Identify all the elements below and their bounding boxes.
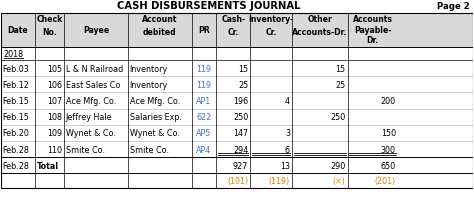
Text: Feb.12: Feb.12: [2, 80, 29, 89]
Text: 13: 13: [280, 161, 290, 170]
Text: Page 2: Page 2: [437, 2, 470, 11]
Text: Accounts: Accounts: [353, 15, 392, 24]
Text: 650: 650: [381, 161, 396, 170]
Text: AP1: AP1: [196, 97, 211, 105]
Text: (119): (119): [269, 177, 290, 185]
Text: Feb.20: Feb.20: [2, 129, 29, 138]
Text: 294: 294: [233, 145, 248, 154]
Text: Payable-: Payable-: [354, 26, 392, 35]
Text: 2018: 2018: [3, 50, 24, 59]
Text: 196: 196: [233, 97, 248, 105]
Text: 105: 105: [47, 64, 62, 73]
Text: (101): (101): [227, 177, 248, 185]
Text: Ace Mfg. Co.: Ace Mfg. Co.: [66, 97, 116, 105]
Text: 107: 107: [47, 97, 62, 105]
Text: 927: 927: [233, 161, 248, 170]
Text: 300: 300: [381, 145, 396, 154]
Text: Cr.: Cr.: [265, 28, 277, 37]
Text: 3: 3: [285, 129, 290, 138]
Text: 110: 110: [47, 145, 62, 154]
Text: Feb.03: Feb.03: [2, 64, 29, 73]
Text: Smite Co.: Smite Co.: [66, 145, 105, 154]
Text: Account: Account: [142, 15, 177, 24]
Text: Feb.15: Feb.15: [2, 97, 29, 105]
Text: Feb.15: Feb.15: [2, 113, 29, 122]
Bar: [0, 14, 474, 47]
Text: debited: debited: [143, 28, 176, 37]
Text: Inventory: Inventory: [130, 64, 168, 73]
Text: No.: No.: [42, 28, 57, 37]
Text: Jeffrey Hale: Jeffrey Hale: [66, 113, 112, 122]
Text: 147: 147: [233, 129, 248, 138]
Text: Total: Total: [36, 161, 59, 170]
Text: 15: 15: [238, 64, 248, 73]
Text: (201): (201): [374, 177, 396, 185]
Text: 109: 109: [47, 129, 62, 138]
Text: 15: 15: [336, 64, 346, 73]
Bar: [0, 14, 474, 188]
Text: (×): (×): [333, 177, 346, 185]
Text: 4: 4: [285, 97, 290, 105]
Text: East Sales Co: East Sales Co: [66, 80, 120, 89]
Text: Cr.: Cr.: [228, 28, 239, 37]
Text: 119: 119: [196, 64, 211, 73]
Text: 250: 250: [330, 113, 346, 122]
Text: 6: 6: [285, 145, 290, 154]
Text: Wynet & Co.: Wynet & Co.: [66, 129, 116, 138]
Text: Ace Mfg. Co.: Ace Mfg. Co.: [130, 97, 180, 105]
Text: 200: 200: [381, 97, 396, 105]
Text: 108: 108: [47, 113, 62, 122]
Text: Check: Check: [36, 15, 63, 24]
Text: Inventory: Inventory: [130, 80, 168, 89]
Text: Smite Co.: Smite Co.: [130, 145, 169, 154]
Text: AP4: AP4: [196, 145, 211, 154]
Text: AP5: AP5: [196, 129, 211, 138]
Text: Feb.28: Feb.28: [2, 145, 29, 154]
Text: 290: 290: [330, 161, 346, 170]
Text: CASH DISBURSEMENTS JOURNAL: CASH DISBURSEMENTS JOURNAL: [117, 1, 301, 11]
Text: 250: 250: [233, 113, 248, 122]
Text: Feb.28: Feb.28: [2, 161, 29, 170]
Text: 25: 25: [336, 80, 346, 89]
Text: Salaries Exp.: Salaries Exp.: [130, 113, 182, 122]
Text: 119: 119: [196, 80, 211, 89]
Text: 150: 150: [381, 129, 396, 138]
Text: Accounts-Dr.: Accounts-Dr.: [292, 28, 347, 37]
Text: Dr.: Dr.: [366, 36, 379, 45]
Text: L & N Railroad: L & N Railroad: [66, 64, 123, 73]
Text: 25: 25: [238, 80, 248, 89]
Text: PR: PR: [198, 26, 210, 35]
Text: Inventory-: Inventory-: [248, 15, 294, 24]
Text: Other: Other: [307, 15, 332, 24]
Text: Payee: Payee: [83, 26, 109, 35]
Text: Wynet & Co.: Wynet & Co.: [130, 129, 180, 138]
Text: Cash-: Cash-: [221, 15, 245, 24]
Text: 622: 622: [196, 113, 211, 122]
Text: 106: 106: [47, 80, 62, 89]
Text: Date: Date: [7, 26, 28, 35]
